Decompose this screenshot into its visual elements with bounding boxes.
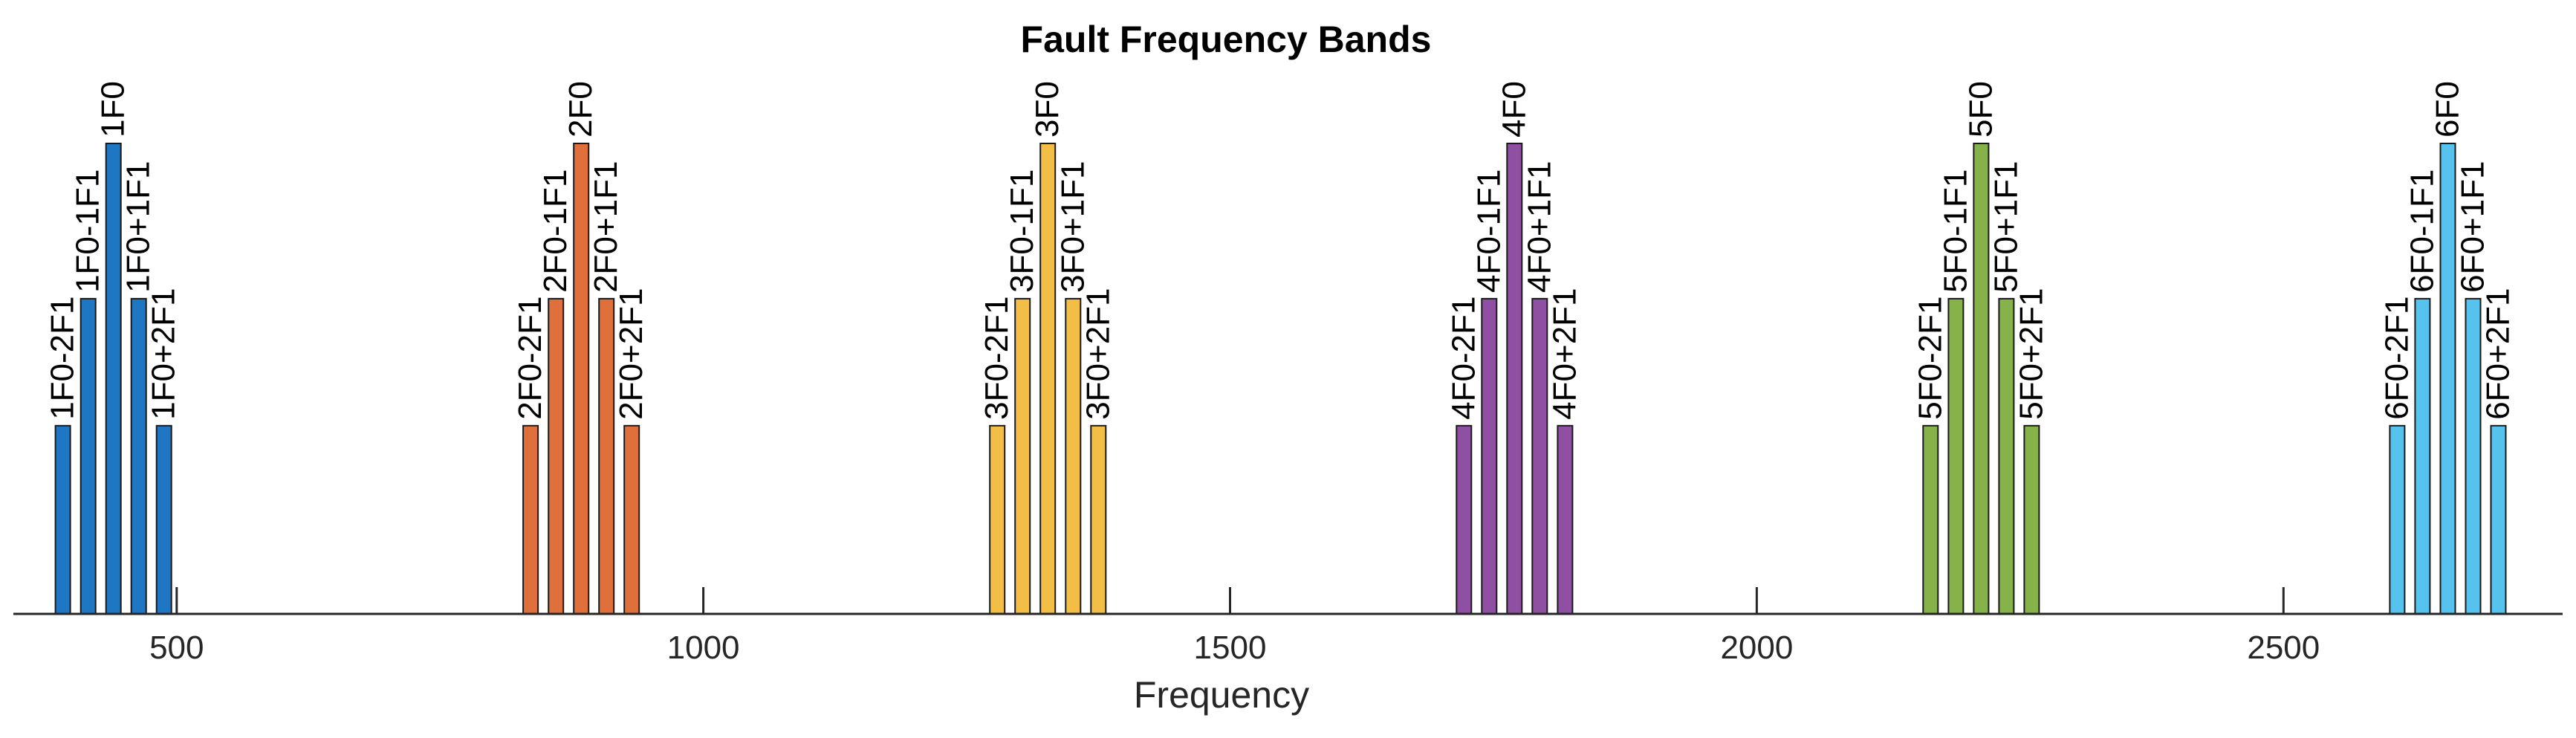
bars-layer	[54, 143, 2507, 615]
bar-label: 5F0	[1962, 81, 1999, 137]
bar-3f0minus1f1	[1014, 297, 1031, 615]
bar-4f0plus1f1	[1531, 297, 1548, 615]
bar-5f0plus2f1	[2023, 424, 2040, 615]
bar-label: 1F0-1F1	[70, 169, 106, 293]
bar-4f0	[1506, 143, 1523, 615]
bar-label: 1F0	[95, 81, 132, 137]
bar-5f0plus1f1	[1998, 297, 2015, 615]
bar-label: 4F0-1F1	[1470, 169, 1507, 293]
bar-label: 1F0-2F1	[45, 297, 81, 420]
bar-label: 5F0-2F1	[1912, 297, 1948, 420]
bar-6f0plus2f1	[2490, 424, 2507, 615]
bar-4f0plus2f1	[1557, 424, 1574, 615]
bar-label: 6F0-1F1	[2404, 169, 2440, 293]
bar-label: 2F0+1F1	[588, 161, 624, 293]
x-tick-label: 2500	[2247, 629, 2320, 666]
bar-label: 2F0-1F1	[537, 169, 574, 293]
bar-label: 5F0-1F1	[1937, 169, 1973, 293]
bar-3f0plus2f1	[1090, 424, 1107, 615]
chart-title: Fault Frequency Bands	[1021, 19, 1432, 60]
bar-label: 6F0-2F1	[2378, 297, 2415, 420]
bar-label: 4F0+1F1	[1521, 161, 1557, 293]
bar-5f0minus1f1	[1947, 297, 1965, 615]
bar-label: 3F0+2F1	[1080, 288, 1116, 419]
bar-1f0minus2f1	[54, 424, 71, 615]
bar-label: 2F0	[562, 81, 599, 137]
bar-6f0minus2f1	[2389, 424, 2406, 615]
bar-5f0minus2f1	[1922, 424, 1939, 615]
bar-label: 2F0+2F1	[613, 288, 649, 419]
bar-2f0plus1f1	[598, 297, 615, 615]
bar-label: 4F0+2F1	[1546, 288, 1583, 419]
bar-label: 6F0+1F1	[2455, 161, 2491, 293]
bar-2f0plus2f1	[623, 424, 640, 615]
bar-6f0plus1f1	[2465, 297, 2482, 615]
bar-2f0	[573, 143, 590, 615]
bar-label: 5F0+1F1	[1988, 161, 2024, 293]
bar-1f0plus2f1	[155, 424, 172, 615]
bar-label: 5F0+2F1	[2013, 288, 2049, 419]
bar-4f0minus2f1	[1456, 424, 1473, 615]
bar-4f0minus1f1	[1481, 297, 1498, 615]
bar-3f0	[1039, 143, 1057, 615]
bar-2f0minus1f1	[548, 297, 565, 615]
bar-1f0	[105, 143, 122, 615]
bar-label: 1F0+2F1	[146, 288, 182, 419]
bar-label: 6F0	[2430, 81, 2466, 137]
x-axis-ticks: 500 1000 1500 2000 2500	[149, 587, 2320, 666]
bar-label: 3F0	[1029, 81, 1065, 137]
x-tick-label: 2000	[1720, 629, 1793, 666]
x-axis-label: Frequency	[1134, 674, 1309, 716]
x-tick-label: 1000	[667, 629, 740, 666]
bar-label: 4F0	[1496, 81, 1532, 137]
bar-3f0minus2f1	[989, 424, 1006, 615]
bar-label: 6F0+2F1	[2480, 288, 2517, 419]
bar-label: 4F0-2F1	[1445, 297, 1482, 420]
x-tick-label: 1500	[1194, 629, 1267, 666]
bar-label: 3F0-1F1	[1004, 169, 1040, 293]
bar-5f0	[1973, 143, 1990, 615]
bar-label: 3F0-2F1	[979, 297, 1015, 420]
bar-1f0minus1f1	[80, 297, 97, 615]
bar-3f0plus1f1	[1065, 297, 1082, 615]
bar-2f0minus2f1	[522, 424, 539, 615]
bar-label: 3F0+1F1	[1054, 161, 1091, 293]
bar-6f0minus1f1	[2414, 297, 2431, 615]
bar-label: 2F0-2F1	[512, 297, 548, 420]
x-tick-label: 500	[149, 629, 204, 666]
bar-1f0plus1f1	[130, 297, 147, 615]
bar-label: 1F0+1F1	[120, 161, 157, 293]
bar-6f0	[2439, 143, 2456, 615]
